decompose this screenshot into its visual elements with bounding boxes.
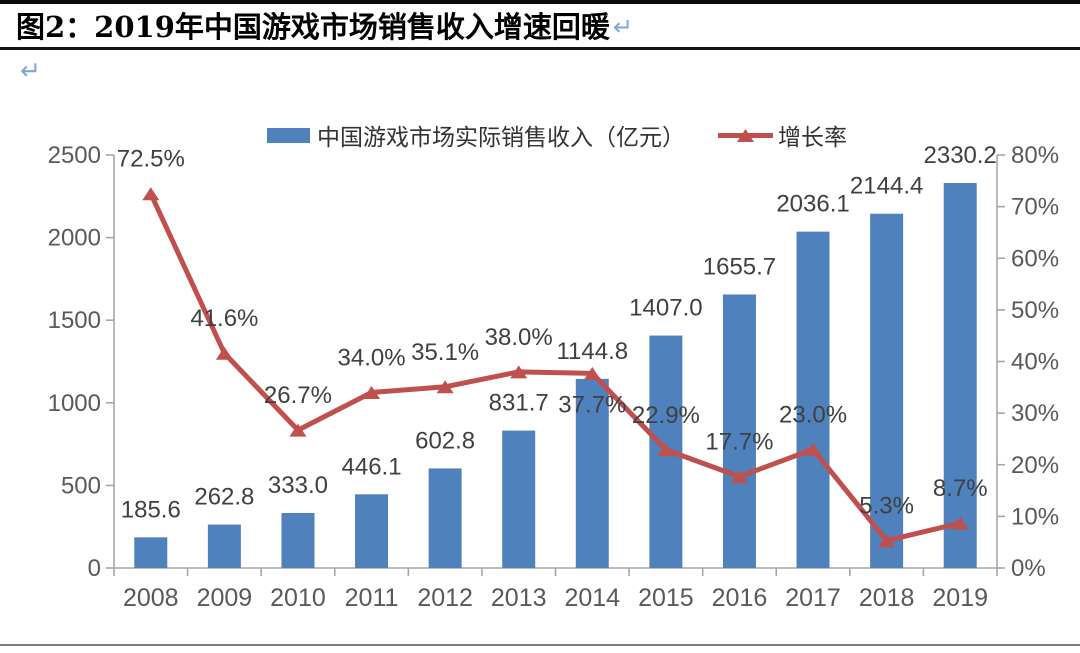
y-axis-right-tick-label: 50% [1011, 297, 1059, 324]
x-axis-category-label: 2013 [491, 584, 547, 612]
x-axis-category-label: 2008 [123, 584, 179, 612]
y-axis-right-tick-label: 20% [1011, 452, 1059, 479]
y-axis-left-tick-label: 1000 [48, 390, 101, 417]
revenue-value-label: 2330.2 [924, 142, 997, 169]
revenue-value-label: 2144.4 [850, 173, 923, 200]
revenue-value-label: 2036.1 [776, 191, 849, 218]
revenue-value-label: 1407.0 [629, 295, 702, 322]
x-axis-category-label: 2018 [859, 584, 915, 612]
chart-legend: 中国游戏市场实际销售收入（亿元） 增长率 [267, 124, 847, 150]
revenue-value-label: 185.6 [121, 496, 181, 523]
y-axis-right-tick-label: 80% [1011, 142, 1059, 169]
figure-title-text: 图2：2019年中国游戏市场销售收入增速回暖 [16, 10, 610, 44]
x-axis-category-label: 2014 [564, 584, 620, 612]
y-axis-right-tick-label: 60% [1011, 245, 1059, 272]
x-axis-category-label: 2019 [932, 584, 988, 612]
growth-value-label: 5.3% [859, 493, 914, 520]
growth-value-label: 34.0% [338, 344, 406, 371]
revenue-value-label: 602.8 [415, 427, 475, 454]
bottom-border-line [0, 644, 1080, 646]
revenue-bar [281, 512, 315, 568]
revenue-value-label: 1144.8 [556, 338, 628, 365]
growth-value-label: 23.0% [779, 401, 847, 428]
growth-marker-triangle-icon [951, 516, 969, 530]
revenue-bar [355, 494, 389, 568]
y-axis-right-tick-label: 30% [1011, 400, 1059, 427]
x-axis-category-label: 2017 [785, 584, 841, 612]
growth-value-label: 8.7% [933, 475, 988, 502]
y-axis-right-tick-label: 10% [1011, 503, 1059, 530]
revenue-value-label: 262.8 [194, 484, 254, 511]
revenue-bar [502, 430, 536, 568]
figure-title: 图2：2019年中国游戏市场销售收入增速回暖 ↵ [16, 4, 633, 46]
growth-value-label: 17.7% [705, 429, 773, 456]
growth-marker-triangle-icon [583, 366, 601, 380]
title-underline [0, 47, 1080, 50]
combo-chart: 0 500 1000 1500 2000 2500 0% 10% 20% 30% 40% 50% 60%… [48, 124, 1059, 612]
x-axis-category-label: 2011 [345, 584, 399, 612]
revenue-value-label: 831.7 [489, 390, 549, 417]
legend-line-label: 增长率 [778, 124, 847, 150]
bar-series-revenue [134, 183, 977, 568]
revenue-bar [870, 213, 904, 568]
revenue-value-label: 333.0 [268, 472, 328, 499]
revenue-bar [207, 524, 241, 568]
y-axis-left-tick-label: 0 [88, 555, 101, 582]
growth-marker-triangle-icon [657, 443, 675, 457]
y-axis-right-tick-label: 0% [1011, 555, 1046, 582]
growth-value-label: 37.7% [558, 391, 626, 418]
y-axis-right-tick-label: 40% [1011, 349, 1059, 376]
growth-marker-triangle-icon [510, 365, 528, 379]
revenue-bar [943, 183, 977, 568]
x-axis-category-label: 2016 [712, 584, 768, 612]
x-axis: 2008 2009 2010 2011 2012 2013 2014 2015 2016 2017… [113, 567, 998, 612]
revenue-value-label: 446.1 [342, 453, 402, 480]
revenue-value-label: 1655.7 [703, 253, 776, 280]
x-axis-category-label: 2009 [197, 584, 253, 612]
growth-marker-triangle-icon [730, 470, 748, 484]
revenue-bar [796, 231, 830, 568]
y-axis-left-tick-label: 2500 [48, 142, 101, 169]
y-axis-right-tick-label: 70% [1011, 194, 1059, 221]
growth-marker-triangle-icon [878, 534, 896, 548]
x-axis-category-label: 2012 [417, 584, 473, 612]
legend-bar-label: 中国游戏市场实际销售收入（亿元） [317, 124, 685, 150]
growth-value-labels: 72.5% 41.6% 26.7%34.0% 35.1%38.0% 37.7% 22.9%… [117, 146, 988, 520]
growth-marker-triangle-icon [215, 346, 233, 360]
y-axis-left-tick-label: 1500 [48, 307, 101, 334]
growth-value-label: 35.1% [411, 339, 479, 366]
y-axis-left: 0 500 1000 1500 2000 2500 [48, 142, 115, 582]
revenue-bar [134, 537, 168, 568]
legend-bar-swatch-icon [267, 128, 310, 143]
legend-line-marker-icon [737, 129, 754, 142]
top-border-line [0, 0, 1080, 4]
growth-marker-triangle-icon [363, 385, 381, 399]
paragraph-mark-icon: ↵ [612, 14, 634, 41]
y-axis-left-tick-label: 2000 [48, 225, 101, 252]
bar-value-labels: 185.6 262.8 333.0 446.1 602.8 831.7 1144.81407… [121, 142, 997, 523]
growth-marker-triangle-icon [289, 423, 307, 437]
growth-value-label: 26.7% [264, 382, 332, 409]
revenue-bar [428, 468, 462, 568]
growth-value-label: 72.5% [117, 146, 185, 173]
x-axis-category-label: 2015 [638, 584, 694, 612]
growth-value-label: 41.6% [190, 305, 258, 332]
y-axis-left-tick-label: 500 [61, 472, 101, 499]
growth-marker-triangle-icon [804, 442, 822, 456]
paragraph-mark-icon: ↵ [20, 57, 41, 85]
growth-line [148, 191, 963, 544]
growth-marker-triangle-icon [436, 380, 454, 394]
growth-marker-triangle-icon [142, 187, 160, 201]
growth-value-label: 22.9% [632, 402, 700, 429]
line-series-growth [142, 187, 969, 548]
revenue-bar [722, 294, 756, 568]
growth-value-label: 38.0% [485, 324, 553, 351]
revenue-bar [575, 378, 609, 568]
x-axis-category-label: 2010 [270, 584, 326, 612]
y-axis-right: 0% 10% 20% 30% 40% 50% 60% 70% 80% [996, 142, 1059, 582]
